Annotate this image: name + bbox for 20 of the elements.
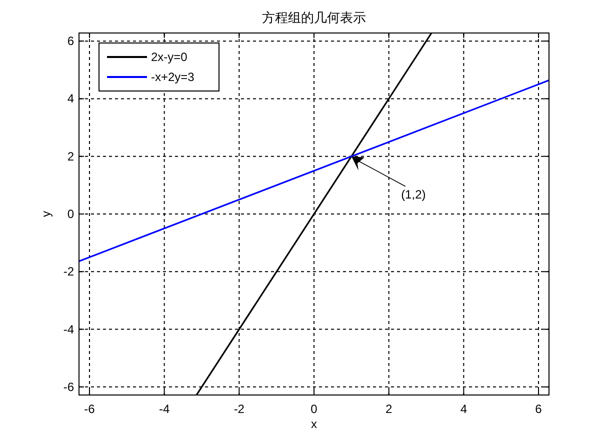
- x-tick-label: -4: [158, 402, 170, 416]
- x-tick-label: 2: [385, 402, 392, 416]
- chart-title: 方程组的几何表示: [262, 10, 366, 25]
- x-tick-label: 0: [310, 402, 318, 416]
- annotation: (1,2): [401, 187, 426, 202]
- x-tick-label: 4: [460, 402, 468, 416]
- x-tick-label: 6: [535, 402, 542, 416]
- y-tick-label: -2: [63, 264, 74, 279]
- legend-label: -x+2y=3: [151, 70, 195, 84]
- x-tick-label: -2: [234, 402, 245, 416]
- y-tick-label: -6: [63, 380, 74, 394]
- x-axis-title: x: [311, 417, 317, 431]
- y-tick-label: 2: [67, 149, 74, 164]
- y-tick-label: 6: [67, 34, 74, 48]
- y-tick-label: -4: [63, 322, 74, 336]
- y-tick-label: 4: [67, 92, 74, 106]
- y-axis-title: y: [39, 211, 53, 217]
- y-tick-label: 0: [67, 207, 74, 221]
- x-tick-label: -6: [84, 402, 96, 416]
- legend-label: 2x-y=0: [151, 50, 188, 64]
